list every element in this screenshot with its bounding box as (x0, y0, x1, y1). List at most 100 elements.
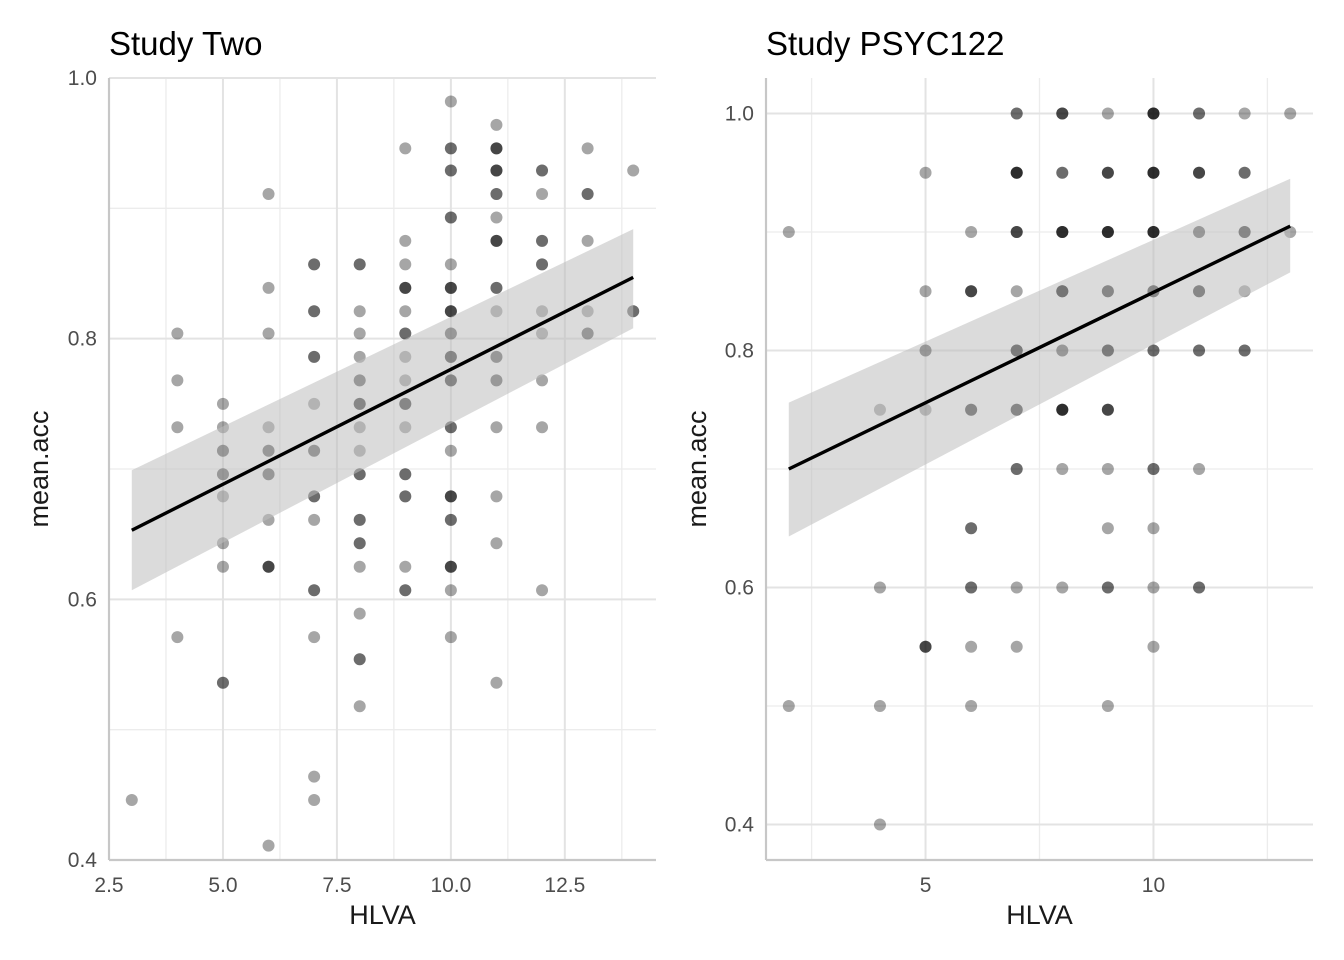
data-point (1101, 166, 1114, 179)
scatter-panel-study-two: 2.5 5.0 7.5 10.0 12.5 0.4 0.6 0.8 1.0 HLVA mean.ac… (24, 67, 656, 930)
data-point (262, 560, 275, 573)
data-point (1056, 581, 1069, 594)
data-point (399, 490, 412, 503)
data-point (1193, 344, 1206, 357)
data-point (490, 281, 503, 294)
data-point (919, 640, 932, 653)
data-point (353, 513, 366, 526)
data-point (490, 142, 503, 155)
data-point (965, 581, 978, 594)
data-point (399, 258, 412, 271)
data-point (536, 421, 549, 434)
data-point (1010, 166, 1023, 179)
data-point (444, 281, 457, 294)
data-point (399, 584, 412, 597)
data-point (262, 560, 275, 573)
data-point (1147, 640, 1160, 653)
data-point (1056, 226, 1069, 239)
data-point (490, 421, 503, 434)
data-point (444, 513, 457, 526)
data-point (171, 374, 184, 387)
data-point (965, 581, 978, 594)
data-point (399, 468, 412, 481)
data-point (262, 560, 275, 573)
y-tick-label: 0.4 (725, 813, 755, 836)
data-point (490, 676, 503, 689)
y-tick-label: 0.8 (725, 340, 754, 363)
data-point (1101, 463, 1114, 475)
data-point (444, 490, 457, 503)
data-point (1147, 166, 1160, 179)
data-point (1147, 463, 1160, 475)
data-point (1101, 226, 1114, 239)
data-point (308, 584, 321, 597)
data-point (308, 770, 321, 783)
y-tick-label: 0.6 (68, 588, 97, 611)
data-point (1010, 463, 1023, 475)
data-point (399, 305, 412, 318)
data-point (490, 187, 503, 200)
data-point (490, 234, 503, 247)
data-point (1056, 107, 1069, 120)
data-point (1101, 166, 1114, 179)
data-point (1101, 107, 1114, 120)
data-point (490, 537, 503, 550)
data-point (1101, 403, 1114, 416)
x-tick-label: 5 (920, 874, 932, 897)
data-point (399, 584, 412, 597)
data-point (308, 631, 321, 644)
regression-line (788, 224, 1291, 471)
data-point (353, 653, 366, 666)
data-point (262, 327, 275, 340)
data-point (1056, 107, 1069, 120)
data-point (353, 327, 366, 340)
regression-line (131, 275, 634, 532)
data-point (581, 234, 594, 247)
data-point (216, 397, 229, 410)
data-point (1193, 166, 1206, 179)
data-point (1238, 107, 1251, 120)
data-point (444, 444, 457, 457)
panel-title: Study PSYC122 (766, 25, 1004, 62)
data-point (1147, 522, 1160, 535)
data-point (444, 305, 457, 318)
data-point (490, 234, 503, 247)
data-point (444, 490, 457, 503)
data-point (444, 305, 457, 318)
data-point (353, 305, 366, 318)
data-point (919, 285, 932, 298)
data-point (216, 676, 229, 689)
data-point (308, 794, 321, 807)
data-point (1101, 403, 1114, 416)
data-point (1147, 107, 1160, 120)
data-point (308, 258, 321, 271)
data-point (1010, 166, 1023, 179)
data-point (1147, 107, 1160, 120)
data-point (1147, 344, 1160, 357)
data-point (444, 164, 457, 177)
data-point (919, 166, 932, 179)
data-point (262, 839, 275, 852)
data-point (536, 234, 549, 247)
data-point (171, 421, 184, 434)
data-point (171, 631, 184, 644)
data-point (262, 187, 275, 200)
data-point (1147, 226, 1160, 239)
data-point (444, 281, 457, 294)
data-point (1193, 166, 1206, 179)
data-point (1056, 107, 1069, 120)
data-point (1101, 226, 1114, 239)
data-point (1238, 344, 1251, 357)
data-point (353, 560, 366, 573)
data-point (1147, 226, 1160, 239)
data-point (965, 699, 978, 712)
data-point (1010, 226, 1023, 239)
data-point (353, 537, 366, 550)
data-point (536, 234, 549, 247)
data-point (1147, 166, 1160, 179)
x-axis-title: HLVA (1006, 900, 1073, 930)
x-tick-label: 10 (1142, 874, 1165, 897)
data-point (965, 522, 978, 535)
data-point (444, 560, 457, 573)
